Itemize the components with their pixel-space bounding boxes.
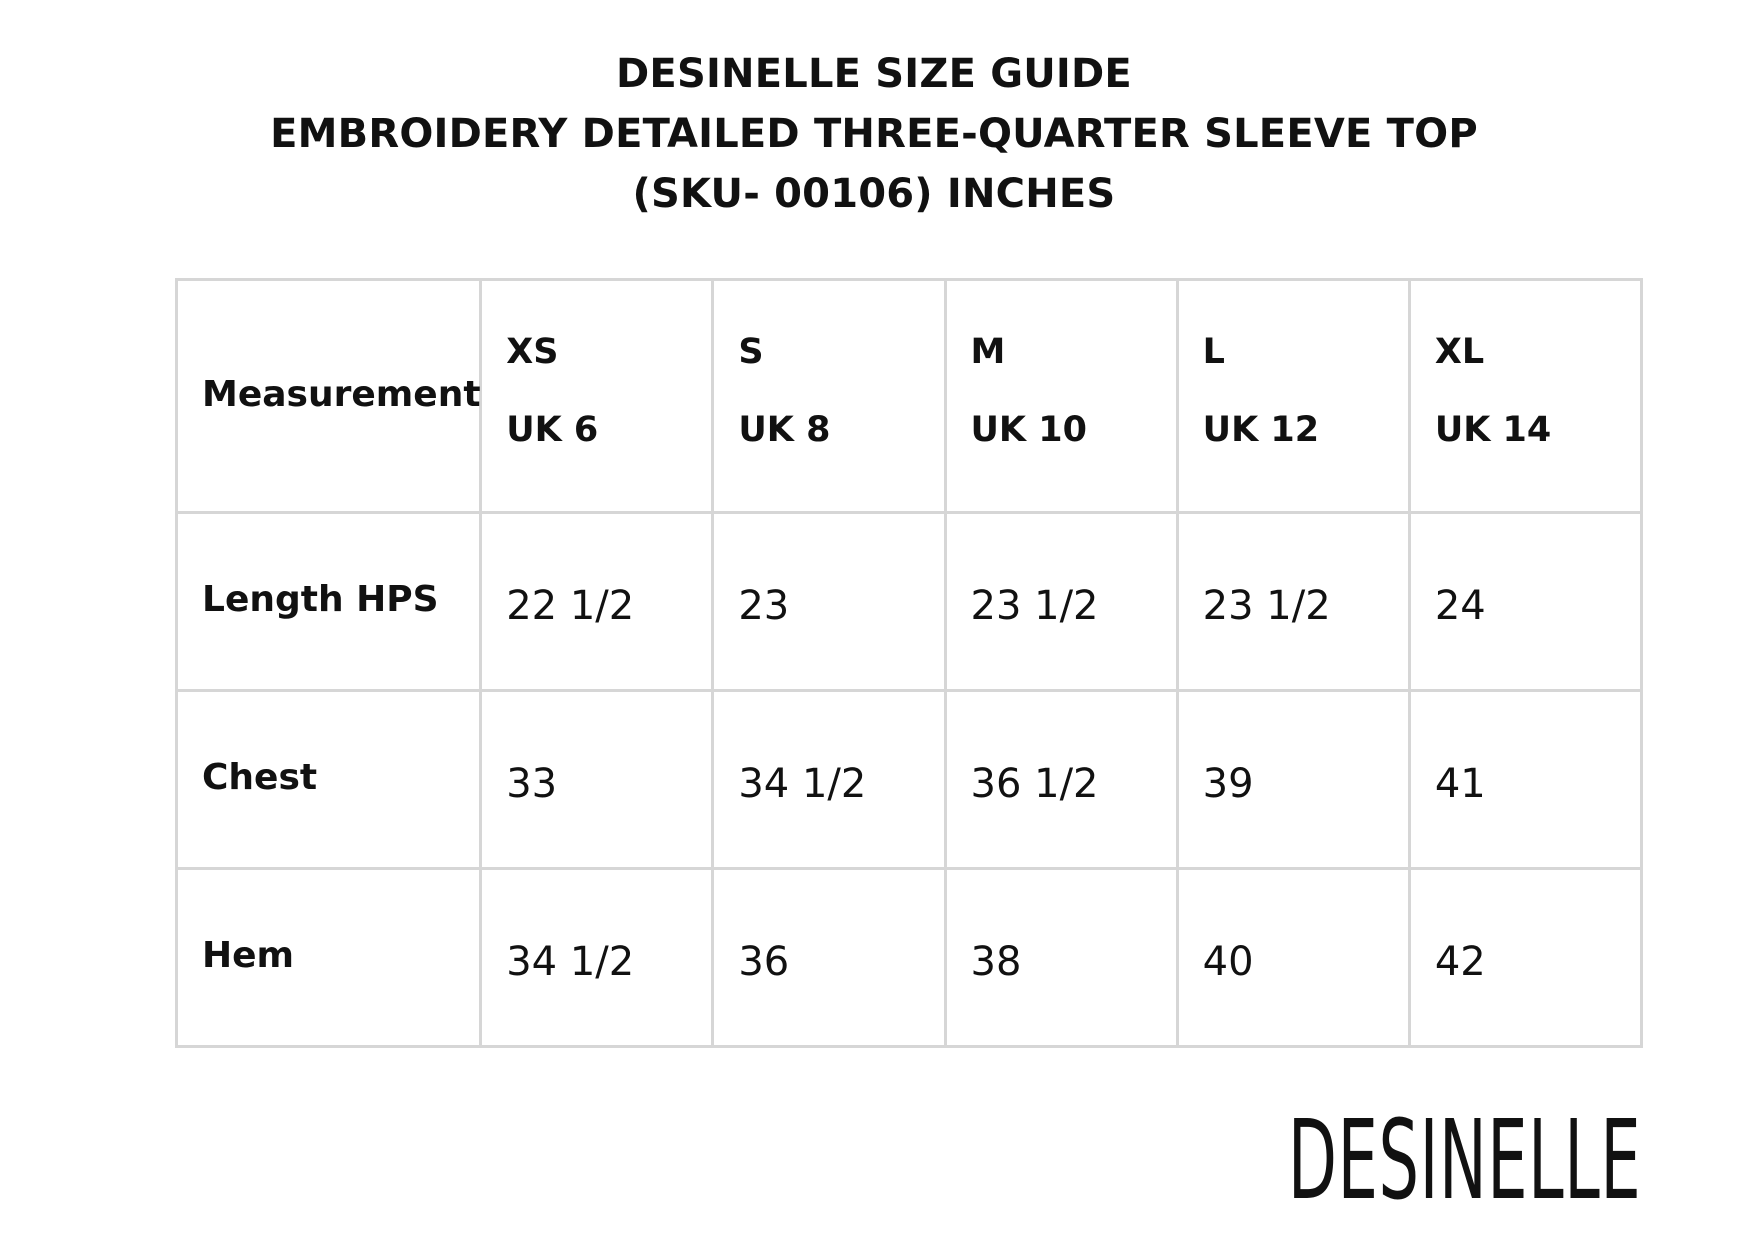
value-cell: 39: [1175, 689, 1411, 870]
row-label-cell: Hem: [174, 867, 483, 1048]
value-cell: 41: [1407, 689, 1644, 870]
cell-value: 34 1/2: [506, 938, 635, 985]
header-cell-size: M UK 10: [943, 278, 1179, 514]
row-label: Length HPS: [202, 579, 439, 620]
value-cell: 36: [711, 867, 947, 1048]
corner-label: Measurement: [202, 373, 481, 415]
cell-value: 40: [1202, 938, 1254, 985]
value-cell: 22 1/2: [479, 511, 715, 692]
header-cell-size: S UK 8: [711, 278, 947, 514]
header-cell-measurement: Measurement: [174, 278, 483, 514]
uk-size: UK 14: [1434, 410, 1552, 450]
size-code: M: [970, 332, 1006, 372]
cell-value: 38: [970, 938, 1022, 985]
value-cell: 23 1/2: [943, 511, 1179, 692]
size-code: L: [1202, 332, 1225, 372]
value-cell: 23: [711, 511, 947, 692]
size-code: XS: [506, 332, 559, 372]
uk-size: UK 10: [970, 410, 1087, 450]
size-code: XL: [1434, 332, 1485, 372]
header-cell-size: XS UK 6: [479, 278, 715, 514]
page-title: DESINELLE SIZE GUIDE EMBROIDERY DETAILED…: [0, 44, 1748, 224]
cell-value: 41: [1434, 760, 1486, 807]
title-product-line: EMBROIDERY DETAILED THREE-QUARTER SLEEVE…: [270, 111, 1478, 157]
cell-value: 23 1/2: [1202, 582, 1331, 629]
row-label-cell: Length HPS: [174, 511, 483, 692]
table-row: Hem 34 1/2 36 38 40 42: [174, 867, 1644, 1048]
size-guide-table: Measurement XS UK 6 S UK 8 M UK 10 L UK …: [174, 278, 1644, 1048]
header-cell-size: XL UK 14: [1407, 278, 1644, 514]
cell-value: 22 1/2: [506, 582, 635, 629]
table-header-row: Measurement XS UK 6 S UK 8 M UK 10 L UK …: [174, 278, 1644, 514]
size-code: S: [738, 332, 764, 372]
value-cell: 42: [1407, 867, 1644, 1048]
row-label: Chest: [202, 757, 318, 798]
title-brand-line: DESINELLE SIZE GUIDE: [616, 51, 1132, 97]
cell-value: 23 1/2: [970, 582, 1099, 629]
cell-value: 33: [506, 760, 558, 807]
row-label: Hem: [202, 935, 295, 976]
cell-value: 23: [738, 582, 790, 629]
value-cell: 24: [1407, 511, 1644, 692]
cell-value: 24: [1434, 582, 1486, 629]
title-sku-line: (SKU- 00106) INCHES: [632, 171, 1116, 217]
value-cell: 38: [943, 867, 1179, 1048]
value-cell: 40: [1175, 867, 1411, 1048]
cell-value: 39: [1202, 760, 1254, 807]
value-cell: 33: [479, 689, 715, 870]
table-row: Chest 33 34 1/2 36 1/2 39 41: [174, 689, 1644, 870]
row-label-cell: Chest: [174, 689, 483, 870]
brand-logo: DESINELLE: [1287, 1096, 1641, 1224]
header-cell-size: L UK 12: [1175, 278, 1411, 514]
cell-value: 36: [738, 938, 790, 985]
value-cell: 34 1/2: [479, 867, 715, 1048]
value-cell: 34 1/2: [711, 689, 947, 870]
cell-value: 42: [1434, 938, 1486, 985]
uk-size: UK 8: [738, 410, 831, 450]
cell-value: 34 1/2: [738, 760, 867, 807]
cell-value: 36 1/2: [970, 760, 1099, 807]
table-row: Length HPS 22 1/2 23 23 1/2 23 1/2 24: [174, 511, 1644, 692]
uk-size: UK 12: [1202, 410, 1320, 450]
value-cell: 36 1/2: [943, 689, 1179, 870]
value-cell: 23 1/2: [1175, 511, 1411, 692]
uk-size: UK 6: [506, 410, 599, 450]
